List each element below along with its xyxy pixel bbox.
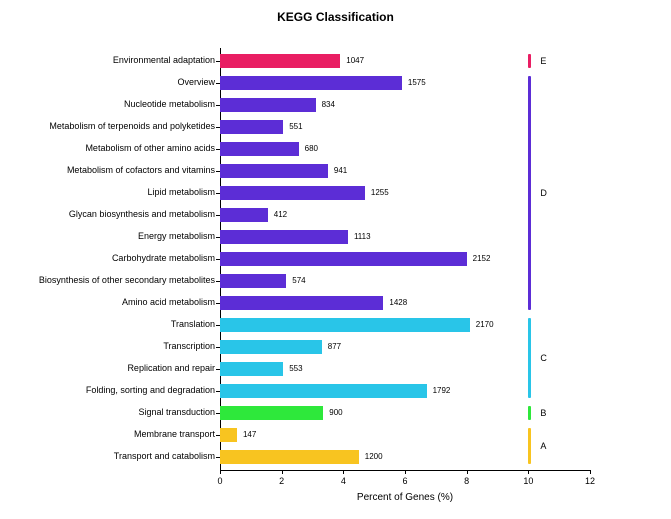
group-bracket	[528, 54, 531, 68]
x-tick-label: 8	[457, 476, 477, 486]
plot-area: 1047 1575 834 551680 941 1255 412 1113 2152 574 14…	[220, 48, 590, 468]
group-bracket	[528, 76, 531, 310]
x-tick	[282, 470, 283, 474]
bar	[220, 54, 340, 68]
bar-value: 1255	[371, 186, 389, 200]
bar-value: 147	[243, 428, 256, 442]
category-label: Energy metabolism	[0, 232, 215, 241]
category-label: Signal transduction	[0, 408, 215, 417]
bar-value: 877	[328, 340, 341, 354]
category-label: Nucleotide metabolism	[0, 100, 215, 109]
category-label: Replication and repair	[0, 364, 215, 373]
bar	[220, 296, 383, 310]
category-label: Membrane transport	[0, 430, 215, 439]
bar	[220, 384, 427, 398]
x-tick-label: 12	[580, 476, 600, 486]
category-label: Environmental adaptation	[0, 56, 215, 65]
category-label: Transcription	[0, 342, 215, 351]
x-tick	[405, 470, 406, 474]
group-bracket	[528, 428, 531, 464]
bar	[220, 340, 322, 354]
x-tick	[467, 470, 468, 474]
x-axis-title: Percent of Genes (%)	[220, 492, 590, 503]
category-label: Carbohydrate metabolism	[0, 254, 215, 263]
category-label: Folding, sorting and degradation	[0, 386, 215, 395]
category-label: Glycan biosynthesis and metabolism	[0, 210, 215, 219]
bar-value: 2152	[473, 252, 491, 266]
bar-value: 551	[289, 120, 302, 134]
bar-value: 1113	[354, 230, 371, 244]
category-label: Lipid metabolism	[0, 188, 215, 197]
group-label: A	[540, 441, 546, 451]
bar	[220, 274, 286, 288]
category-label: Biosynthesis of other secondary metaboli…	[0, 276, 215, 285]
group-label: D	[540, 188, 547, 198]
bar-value: 2170	[476, 318, 494, 332]
group-label: C	[540, 353, 547, 363]
bar	[220, 120, 283, 134]
bar	[220, 450, 359, 464]
y-axis-labels: Environmental adaptation Overview Nucleoti…	[0, 48, 215, 468]
bar	[220, 76, 402, 90]
x-tick	[343, 470, 344, 474]
x-tick	[528, 470, 529, 474]
bar	[220, 252, 467, 266]
bar-value: 1792	[433, 384, 451, 398]
category-label: Amino acid metabolism	[0, 298, 215, 307]
x-tick	[220, 470, 221, 474]
bar-value: 900	[329, 406, 342, 420]
chart-title: KEGG Classification	[0, 10, 671, 24]
category-label: Metabolism of terpenoids and polyketides	[0, 122, 215, 131]
bar	[220, 208, 268, 222]
group-bracket	[528, 406, 531, 420]
bar	[220, 98, 316, 112]
bar	[220, 406, 323, 420]
bar-value: 1047	[346, 54, 364, 68]
x-tick	[590, 470, 591, 474]
bar	[220, 164, 328, 178]
bar-value: 574	[292, 274, 305, 288]
x-tick-label: 0	[210, 476, 230, 486]
category-label: Transport and catabolism	[0, 452, 215, 461]
bar-value: 412	[274, 208, 287, 222]
bar-value: 1428	[389, 296, 407, 310]
bar-value: 1575	[408, 76, 426, 90]
group-bracket	[528, 318, 531, 398]
kegg-chart: KEGG Classification Environmental adapta…	[0, 0, 671, 519]
bar	[220, 230, 348, 244]
category-label: Metabolism of other amino acids	[0, 144, 215, 153]
bar-value: 1200	[365, 450, 383, 464]
bar-value: 553	[289, 362, 302, 376]
bar-value: 834	[322, 98, 335, 112]
bar	[220, 186, 365, 200]
group-label: B	[540, 408, 546, 418]
x-tick-label: 10	[518, 476, 538, 486]
bar-value: 941	[334, 164, 347, 178]
bar	[220, 362, 283, 376]
category-label: Metabolism of cofactors and vitamins	[0, 166, 215, 175]
x-tick-label: 2	[272, 476, 292, 486]
bar	[220, 318, 470, 332]
x-tick-label: 4	[333, 476, 353, 486]
bar-value: 680	[305, 142, 318, 156]
x-tick-label: 6	[395, 476, 415, 486]
category-label: Overview	[0, 78, 215, 87]
bar	[220, 142, 299, 156]
category-label: Translation	[0, 320, 215, 329]
bar	[220, 428, 237, 442]
group-label: E	[540, 56, 546, 66]
